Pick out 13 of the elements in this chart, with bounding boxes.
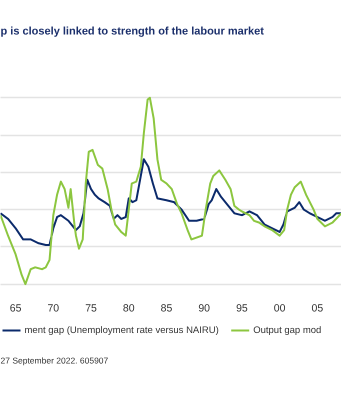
x-tick-label: 85 bbox=[160, 302, 172, 314]
x-tick-label: 65 bbox=[10, 302, 22, 314]
text: 27 September 2022. 605907 bbox=[0, 356, 109, 366]
legend-label: Output gap mod bbox=[253, 325, 322, 336]
x-tick-label: 00 bbox=[274, 302, 286, 314]
x-tick-label: 05 bbox=[312, 302, 324, 314]
chart-title: p is closely linked to strength of the labour market bbox=[0, 26, 264, 38]
x-tick-label: 75 bbox=[85, 302, 98, 314]
x-tick-label: 95 bbox=[236, 302, 248, 314]
x-tick-label: 80 bbox=[122, 302, 135, 314]
x-tick-label: 70 bbox=[47, 302, 60, 314]
legend-label: ment gap (Unemployment rate versus NAIRU) bbox=[24, 325, 219, 336]
x-tick-label: 90 bbox=[198, 302, 210, 314]
